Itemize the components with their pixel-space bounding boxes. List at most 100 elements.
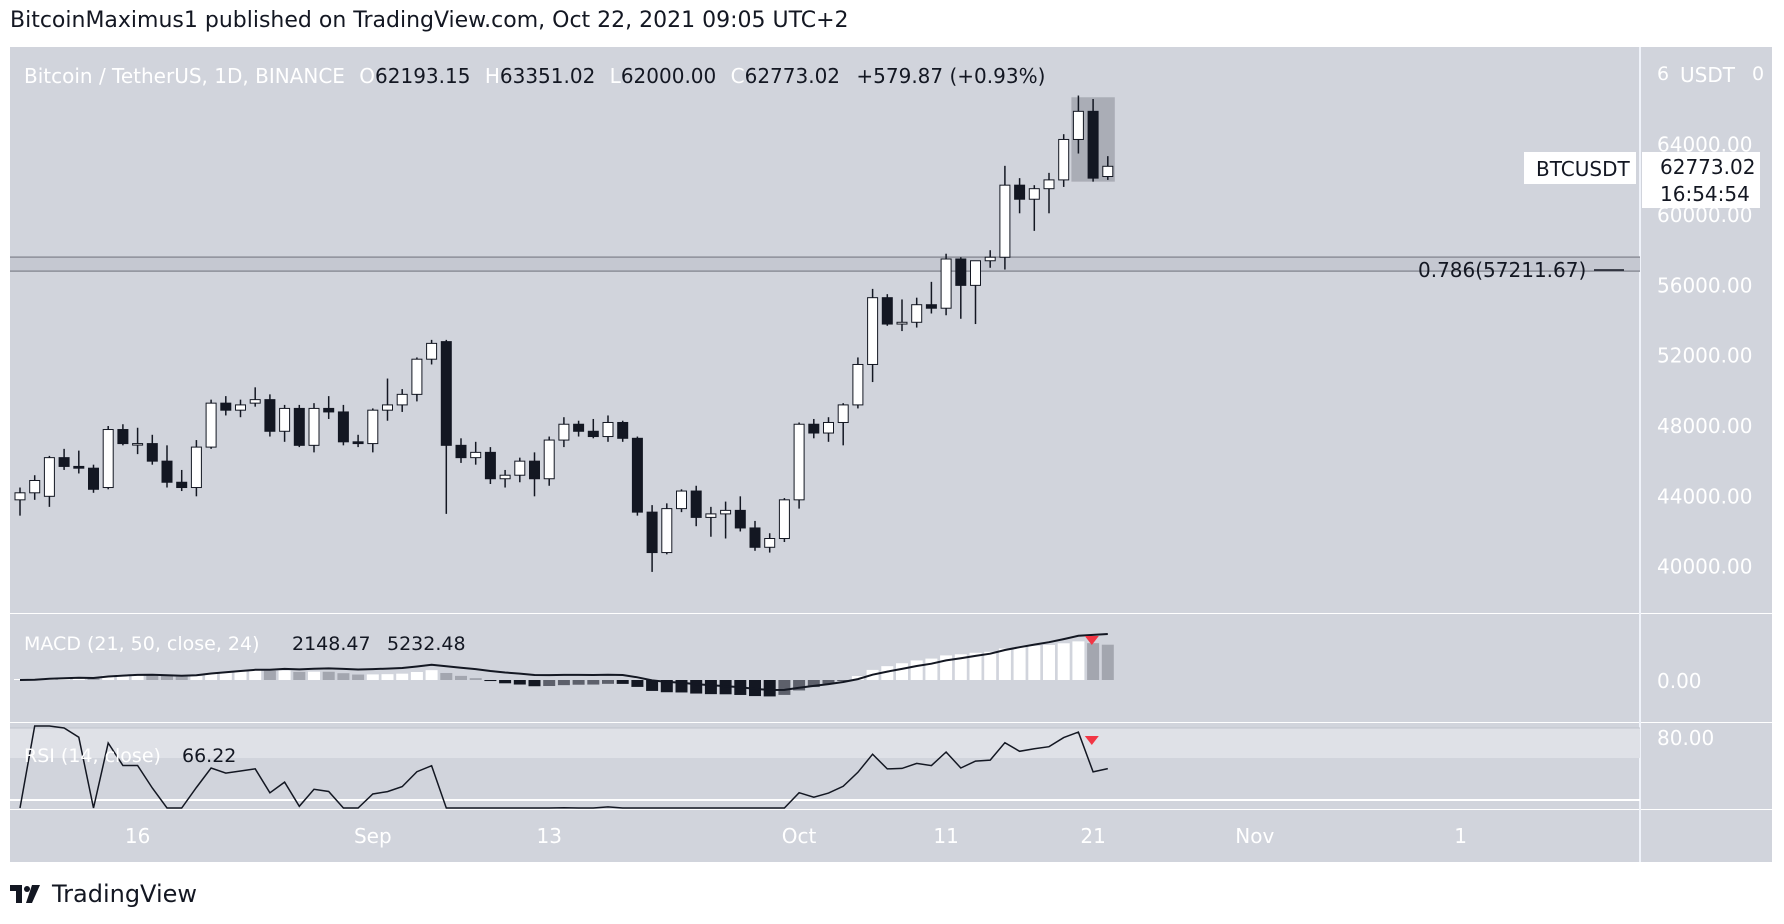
candle-body[interactable] (793, 423, 805, 501)
candle-body[interactable] (205, 402, 217, 448)
macd-histogram-bar (778, 680, 791, 695)
candle-body[interactable] (867, 297, 879, 365)
candle-body[interactable] (235, 404, 246, 411)
candle-body[interactable] (661, 508, 673, 554)
candle-body[interactable] (382, 404, 393, 411)
candle-body[interactable] (558, 423, 570, 441)
candle-body[interactable] (337, 411, 349, 443)
candle-body[interactable] (455, 444, 467, 459)
candle-body[interactable] (999, 184, 1011, 258)
tradingview-brand[interactable]: TradingView (10, 880, 197, 908)
legend-symbol: Bitcoin / TetherUS, 1D, BINANCE (24, 64, 345, 88)
candle-body[interactable] (984, 256, 996, 262)
candle-body[interactable] (279, 407, 291, 432)
candle-body[interactable] (499, 474, 511, 480)
macd-histogram-bar (499, 680, 512, 684)
candle-body[interactable] (43, 457, 55, 497)
candle-body[interactable] (705, 513, 717, 518)
candle-body[interactable] (176, 481, 188, 489)
candle-body[interactable] (734, 509, 746, 529)
candle-body[interactable] (440, 341, 452, 446)
candle-body[interactable] (646, 511, 658, 554)
candle-body[interactable] (411, 358, 423, 395)
candle-body[interactable] (617, 421, 629, 439)
time-axis-labels: 16 Sep 13 Oct 11 21 Nov 1 (125, 824, 1467, 848)
candle-body[interactable] (764, 538, 776, 548)
macd-histogram-bar (190, 676, 203, 680)
main-pane[interactable] (10, 47, 1640, 613)
candle-body[interactable] (896, 321, 908, 325)
candle-body[interactable] (1058, 138, 1070, 181)
candle-body[interactable] (484, 451, 496, 480)
candle-body[interactable] (778, 499, 790, 540)
candle-body[interactable] (720, 509, 732, 515)
candle-body[interactable] (426, 342, 438, 360)
candle-body[interactable] (587, 430, 599, 438)
candle-body[interactable] (1072, 110, 1084, 140)
candle-body[interactable] (88, 467, 99, 490)
candle-body[interactable] (970, 260, 981, 286)
macd-histogram-bar (719, 680, 732, 695)
candle-body[interactable] (190, 446, 202, 489)
macd-histogram-bar (484, 680, 497, 682)
candle-body[interactable] (470, 451, 482, 459)
candle-body[interactable] (132, 443, 144, 446)
candle-body[interactable] (293, 407, 305, 446)
macd-line (19, 633, 1108, 692)
candle-body[interactable] (808, 423, 820, 434)
candle-body[interactable] (573, 423, 585, 432)
candle-body[interactable] (911, 304, 923, 323)
candle-body[interactable] (352, 441, 364, 445)
candle-body[interactable] (308, 407, 320, 446)
candle-body[interactable] (29, 479, 41, 494)
candle-body[interactable] (323, 407, 335, 413)
candle-body[interactable] (543, 439, 555, 480)
candle-body[interactable] (690, 490, 702, 518)
candle-body[interactable] (73, 465, 85, 469)
candle-body[interactable] (940, 258, 952, 309)
candle-body[interactable] (925, 304, 937, 309)
candle-body[interactable] (14, 492, 26, 501)
candle-body[interactable] (58, 457, 70, 467)
candle-body[interactable] (220, 402, 232, 411)
candle-body[interactable] (1043, 179, 1055, 190)
candle-body[interactable] (1028, 188, 1040, 200)
macd-histogram-bar (102, 675, 115, 680)
candle-body[interactable] (1014, 184, 1026, 200)
bar-countdown: 16:54:54 (1660, 182, 1750, 206)
candle-body[interactable] (117, 429, 129, 445)
macd-histogram-bar (366, 674, 379, 680)
candle-body[interactable] (161, 460, 173, 483)
candle-body[interactable] (102, 429, 114, 489)
candle-body[interactable] (852, 363, 864, 406)
candle-body[interactable] (264, 399, 276, 432)
candle-body[interactable] (749, 527, 761, 548)
candle-body[interactable] (529, 460, 540, 480)
macd-histogram-bar (308, 671, 320, 680)
candle-body[interactable] (837, 404, 849, 423)
candle-body[interactable] (881, 297, 893, 325)
candle-body[interactable] (146, 443, 158, 462)
rsi-label: RSI (14, close) (24, 745, 161, 767)
candle-body[interactable] (602, 421, 614, 438)
candle-body[interactable] (396, 393, 408, 406)
axis-currency[interactable]: USDT (1680, 63, 1736, 87)
candle-body[interactable] (955, 258, 967, 286)
macd-histogram-bar (352, 674, 365, 680)
candle-body[interactable] (1102, 165, 1114, 178)
macd-histogram-bar (631, 680, 644, 687)
candle-body[interactable] (823, 421, 834, 434)
candle-body[interactable] (249, 399, 261, 404)
price-axis-panel[interactable] (1640, 47, 1772, 613)
macd-histogram-bar (1057, 643, 1070, 680)
time-axis[interactable] (10, 810, 1772, 862)
symbol-label: BTCUSDT (1536, 157, 1630, 181)
macd-histogram-bar (1087, 643, 1100, 680)
candle-body[interactable] (676, 490, 687, 510)
candle-body[interactable] (514, 460, 526, 476)
macd-histogram-bar (278, 670, 291, 680)
candle-body[interactable] (367, 409, 379, 445)
candle-body[interactable] (1087, 110, 1099, 179)
candle-body[interactable] (631, 437, 643, 513)
